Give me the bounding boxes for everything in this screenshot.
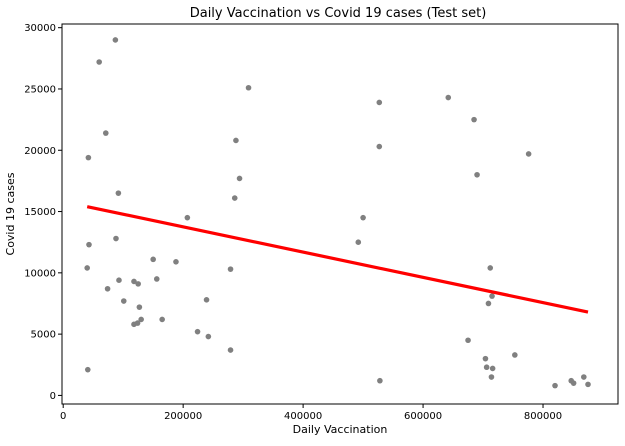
y-tick-label: 25000 (24, 84, 56, 95)
data-point (150, 256, 156, 263)
data-point (525, 151, 532, 157)
x-tick-label: 800000 (524, 411, 562, 422)
data-point (116, 277, 122, 283)
y-tick-label: 20000 (24, 146, 56, 157)
y-axis-label: Covid 19 cases (4, 172, 17, 255)
data-point (102, 130, 109, 136)
data-point (136, 304, 143, 310)
regression-line (86, 205, 589, 314)
data-point (227, 266, 234, 272)
data-point (194, 328, 201, 335)
plot-area (84, 37, 591, 389)
data-point (376, 143, 383, 150)
data-point (376, 99, 383, 106)
data-point (135, 281, 141, 287)
axes: 0 200000 400000 600000 800000 0 5000 10000 15000… (24, 23, 562, 422)
data-point (115, 190, 122, 196)
data-point (113, 235, 119, 242)
data-point (245, 84, 252, 91)
data-point (173, 259, 179, 265)
x-tick-label: 200000 (164, 411, 202, 422)
data-point (112, 37, 119, 43)
data-point (159, 316, 165, 323)
y-tick-label: 10000 (24, 268, 56, 279)
data-point (138, 316, 144, 323)
y-tick-label: 5000 (31, 330, 56, 341)
x-axis-label: Daily Vaccination (293, 423, 388, 436)
axes-frame (61, 23, 619, 405)
data-point (445, 94, 452, 101)
data-point (488, 374, 495, 380)
data-point (236, 175, 243, 182)
data-point (227, 347, 234, 353)
y-tick-label: 0 (50, 391, 56, 402)
data-point (489, 365, 496, 372)
data-point (85, 154, 92, 161)
data-point (485, 300, 492, 307)
data-point (233, 137, 239, 144)
x-tick-label: 600000 (404, 411, 442, 422)
data-point (86, 241, 92, 248)
data-point (96, 59, 102, 65)
data-point (84, 265, 90, 271)
data-point (131, 278, 137, 285)
data-point (585, 381, 591, 388)
data-point (360, 214, 366, 221)
data-point (355, 239, 362, 245)
x-tick-label: 0 (60, 411, 66, 422)
data-point (471, 116, 477, 123)
data-point (84, 366, 91, 373)
data-point (482, 355, 489, 362)
data-point (203, 297, 210, 303)
data-point (377, 377, 383, 384)
chart-title: Daily Vaccination vs Covid 19 cases (Tes… (190, 6, 487, 21)
data-point (120, 298, 127, 304)
data-point (581, 374, 587, 380)
y-tick-label: 30000 (24, 23, 56, 34)
x-tick-label: 400000 (284, 411, 322, 422)
data-point (489, 293, 495, 299)
data-point (131, 321, 137, 328)
data-point (104, 285, 111, 292)
data-point (184, 214, 191, 221)
data-point (231, 195, 238, 201)
data-point (465, 337, 471, 344)
y-tick-label: 15000 (24, 207, 56, 218)
data-point (512, 352, 518, 358)
data-point (483, 364, 490, 371)
data-point (487, 265, 494, 271)
data-point (153, 276, 160, 282)
data-point (552, 382, 558, 389)
data-point (205, 333, 212, 340)
data-point (474, 171, 480, 178)
data-point (570, 380, 577, 386)
